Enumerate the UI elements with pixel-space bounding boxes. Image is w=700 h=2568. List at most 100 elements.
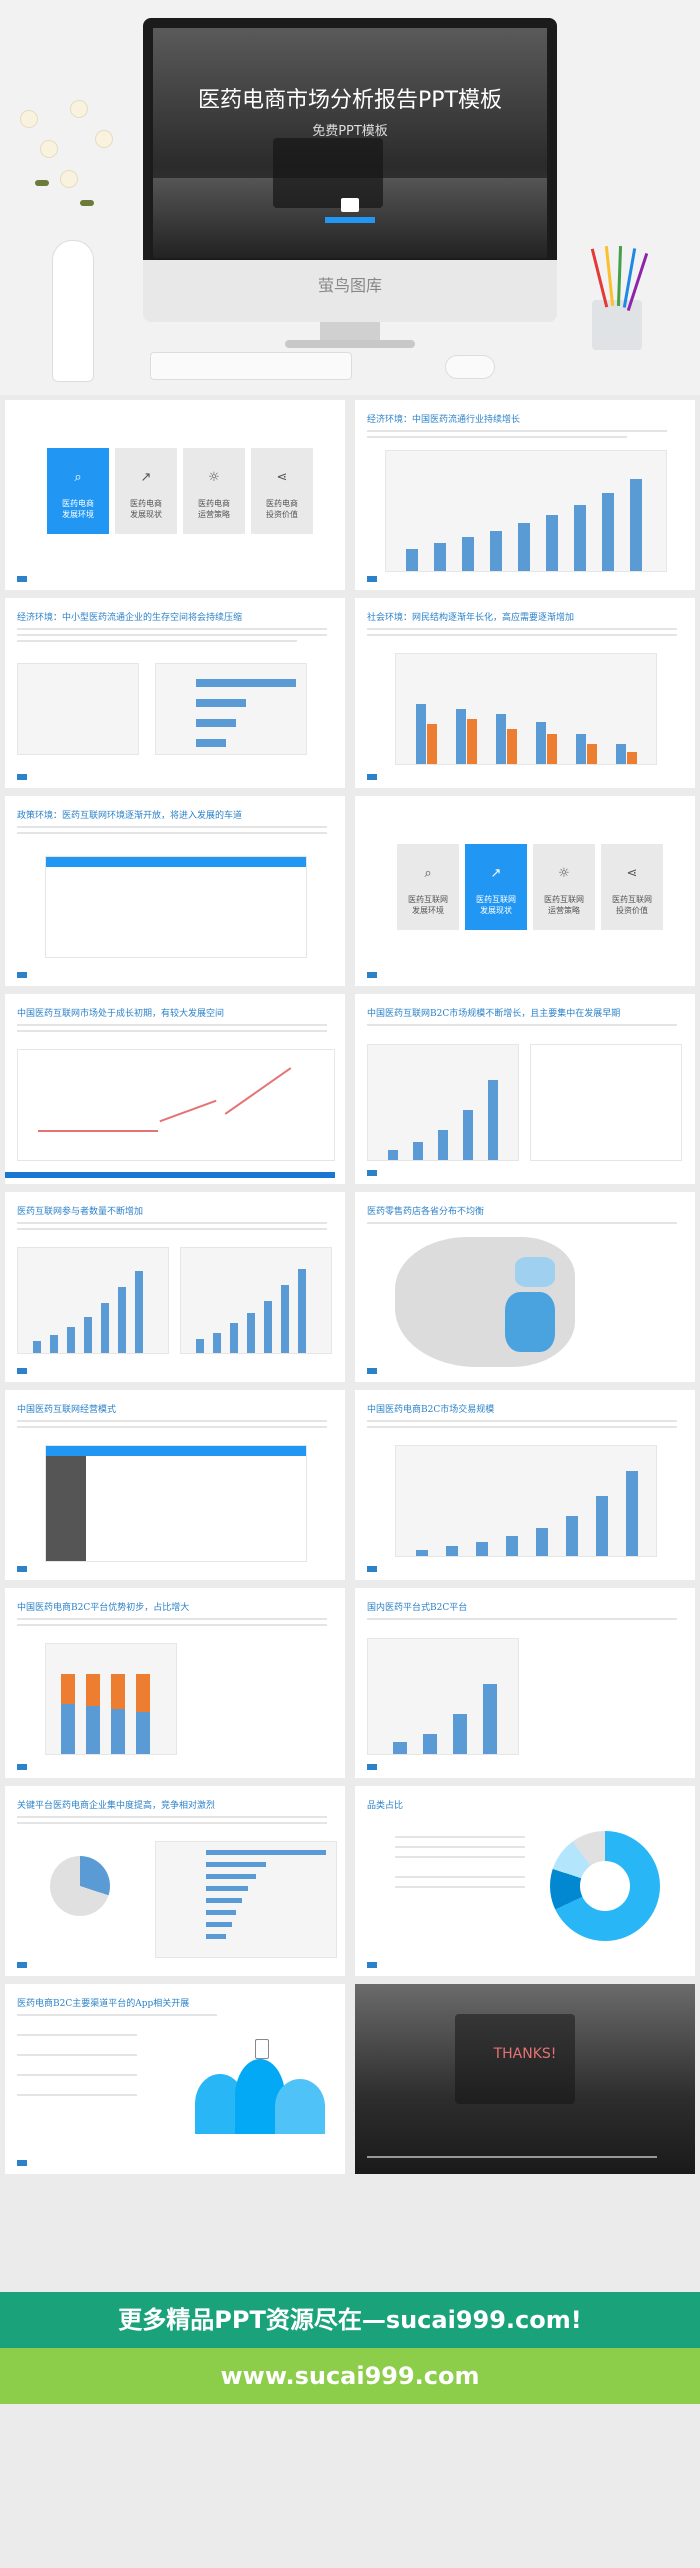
text-line (17, 1426, 327, 1428)
slide-platform-b2c[interactable]: 国内医药平台式B2C平台 (355, 1588, 695, 1778)
slide-policy[interactable]: 政策环境：医药互联网环境逐渐开放，将进入发展的车道 (5, 796, 345, 986)
tile-label: 医药互联网 (476, 895, 516, 904)
chart-bar (467, 719, 477, 764)
chart-bar (196, 719, 236, 727)
slide-title: 经济环境：中小型医药流通企业的生存空间将会持续压缩 (17, 613, 243, 623)
tile-label: 发展现状 (130, 510, 162, 519)
presenter-icon (341, 198, 359, 212)
slide-logo (367, 1764, 377, 1770)
slide-participants[interactable]: 医药互联网参与者数量不断增加 (5, 1192, 345, 1382)
slide-economy-growth[interactable]: 经济环境：中国医药流通行业持续增长 (355, 400, 695, 590)
text-line (17, 2034, 137, 2036)
tile-label: 医药互联网 (612, 895, 652, 904)
slide-logo (367, 1368, 377, 1374)
slide-app[interactable]: 医药电商B2C主要渠道平台的App相关开展 (5, 1984, 345, 2174)
monitor-chin: 萤鸟图库 (143, 260, 557, 322)
model-table (45, 1445, 307, 1562)
pencil-image (616, 245, 623, 307)
data-table (530, 1044, 682, 1161)
truck-image (455, 2014, 575, 2104)
tile-label: 投资价值 (616, 906, 648, 915)
menu-tile[interactable]: ☼ 医药互联网 运营策略 (533, 844, 595, 930)
slide-b2c-scale[interactable]: 中国医药互联网B2C市场规模不断增长，且主要集中在发展早期 (355, 994, 695, 1184)
slide-title: 医药电商B2C主要渠道平台的App相关开展 (17, 1999, 190, 2009)
platform-logos (535, 1648, 675, 1748)
slide-logo (367, 576, 377, 582)
slide-b2c-share[interactable]: 中国医药电商B2C平台优势初步，占比增大 (5, 1588, 345, 1778)
slide-concentration[interactable]: 关键平台医药电商企业集中度提高，竞争相对激烈 (5, 1786, 345, 1976)
slide-title: 医药互联网参与者数量不断增加 (17, 1207, 144, 1217)
bar-chart (367, 1638, 519, 1755)
stage-diagram (17, 1049, 335, 1161)
monitor-brand: 萤鸟图库 (317, 276, 382, 295)
chart-bar (206, 1850, 326, 1855)
text-line (367, 1426, 677, 1428)
menu-tile[interactable]: ⌕ 医药电商 发展环境 (47, 448, 109, 534)
slide-province-map[interactable]: 医药零售药店各省分布不均衡 (355, 1192, 695, 1382)
text-line (17, 634, 327, 636)
tile-label: 发展环境 (412, 906, 444, 915)
tile-label: 运营策略 (198, 510, 230, 519)
tile-label: 医药电商 (198, 499, 230, 508)
keyboard-image (150, 352, 352, 380)
slide-menu-2[interactable]: ⌕ 医药互联网 发展环境 ↗ 医药互联网 发展现状 ☼ 医药互联网 运营策略 ⋖ 医药… (355, 796, 695, 986)
trend-line (159, 1099, 217, 1123)
chart-bar (574, 505, 586, 571)
text-line (367, 1618, 677, 1620)
bulb-icon: ☼ (208, 470, 220, 485)
chart-bar (596, 1496, 608, 1556)
menu-tile[interactable]: ☼ 医药电商运营策略 (183, 448, 245, 534)
share-icon: ⋖ (626, 866, 638, 881)
text-line (367, 1222, 677, 1224)
slide-thanks[interactable]: THANKS! (355, 1984, 695, 2174)
slide-logo (367, 774, 377, 780)
chart-bar (206, 1862, 266, 1867)
table-row-header (46, 1456, 86, 1561)
slide-logo (17, 1764, 27, 1770)
text-line (17, 1030, 327, 1032)
text-line (367, 1420, 677, 1422)
slide-social[interactable]: 社会环境：网民结构逐渐年长化，高应需要逐渐增加 (355, 598, 695, 788)
slide-logo (367, 972, 377, 978)
menu-tile[interactable]: ↗ 医药互联网 发展现状 (465, 844, 527, 930)
chart-icon: ↗ (490, 866, 502, 881)
slide-title: 政策环境：医药互联网环境逐渐开放，将进入发展的车道 (17, 811, 243, 821)
pencil-cup-image (592, 300, 642, 350)
chart-bar (206, 1910, 236, 1915)
chart-bar (587, 744, 597, 764)
chart-bar (547, 734, 557, 764)
leaf-image (35, 180, 49, 186)
slide-title: 经济环境：中国医药流通行业持续增长 (367, 415, 521, 425)
grouped-bar-chart (395, 653, 657, 765)
menu-tile[interactable]: ⋖ 医药电商 投资价值 (251, 448, 313, 534)
menu-tile[interactable]: ⌕ 医药互联网 发展环境 (397, 844, 459, 930)
text-line (17, 1618, 327, 1620)
tile-label: 投资价值 (266, 510, 298, 519)
text-line (367, 1024, 677, 1026)
tile-label: 医药电商 (62, 499, 94, 508)
slide-title: 中国医药电商B2C市场交易规模 (367, 1405, 495, 1415)
bar-chart (385, 450, 667, 572)
slide-market-stage[interactable]: 中国医药互联网市场处于成长初期，有较大发展空间 (5, 994, 345, 1184)
menu-tile[interactable]: ⋖ 医药互联网投资价值 (601, 844, 663, 930)
slide-logo (17, 774, 27, 780)
slide-economy-space[interactable]: 经济环境：中小型医药流通企业的生存空间将会持续压缩 (5, 598, 345, 788)
bar-chart (180, 1247, 332, 1354)
tile-label: 医药电商 (266, 499, 298, 508)
chart-bar (206, 1898, 242, 1903)
slide-business-model[interactable]: 中国医药互联网经营模式 (5, 1390, 345, 1580)
chart-bar (406, 549, 418, 571)
chart-bar (196, 739, 226, 747)
map-region (505, 1292, 555, 1352)
slide-b2c-volume[interactable]: 中国医药电商B2C市场交易规模 (355, 1390, 695, 1580)
slide-category-share[interactable]: 品类占比 (355, 1786, 695, 1976)
slide-logo (367, 1170, 377, 1176)
text-line (367, 436, 627, 438)
menu-tile[interactable]: ↗ 医药电商 发展现状 (115, 448, 177, 534)
text-line (17, 832, 327, 834)
promo-url-banner[interactable]: www.sucai999.com (0, 2348, 700, 2404)
chart-bar (196, 699, 246, 707)
text-line (17, 826, 327, 828)
promo-banner[interactable]: 更多精品PPT资源尽在—sucai999.com! (0, 2292, 700, 2348)
slide-menu[interactable]: ⌕ 医药电商 发展环境 ↗ 医药电商 发展现状 ☼ 医药电商 运营策略 ⋖ 医药电商投… (5, 400, 345, 590)
